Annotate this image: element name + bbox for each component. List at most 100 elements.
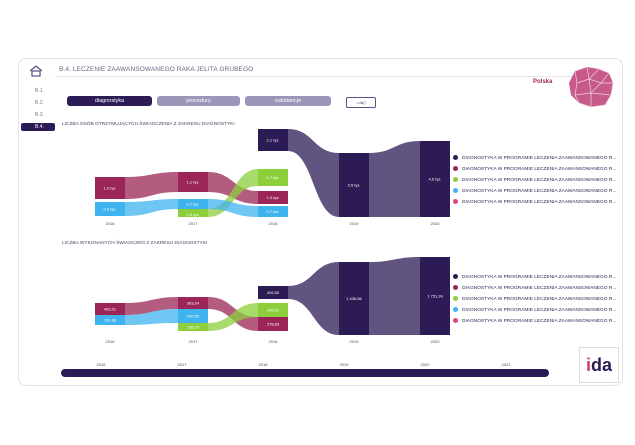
legend-label: DIAGNOSTYKA W PROGRAMIE LECZENIA ZAAWANS…	[462, 200, 617, 205]
legend-label: DIAGNOSTYKA W PROGRAMIE LECZENIA ZAAWANS…	[462, 167, 617, 172]
chart1-flow	[125, 172, 178, 199]
chart2-flow	[208, 303, 258, 331]
chart2-data-label: 402,51	[104, 307, 117, 312]
timeline-year-label: 2019	[340, 362, 350, 367]
chart1-data-label: 0,7 tys.	[267, 209, 280, 214]
chart1-bar	[420, 141, 450, 217]
legend-swatch	[453, 166, 458, 172]
chart1-bar	[95, 177, 125, 199]
legend-label: DIAGNOSTYKA W PROGRAMIE LECZENIA ZAAWANS…	[462, 319, 617, 324]
chart2-flow	[369, 257, 420, 335]
chart2-bar	[95, 315, 125, 325]
legend-item[interactable]: DIAGNOSTYKA W PROGRAMIE LECZENIA ZAAWANS…	[453, 305, 616, 316]
legend-item[interactable]: DIAGNOSTYKA W PROGRAMIE LECZENIA ZAAWANS…	[453, 294, 616, 305]
chart2-flow	[288, 262, 339, 335]
legend-label: DIAGNOSTYKA W PROGRAMIE LECZENIA ZAAWANS…	[462, 275, 617, 280]
chart2-data-label: 191,86	[104, 318, 117, 323]
legend-item[interactable]: DIAGNOSTYKA W PROGRAMIE LECZENIA ZAAWANS…	[453, 316, 616, 327]
legend-item[interactable]: DIAGNOSTYKA W PROGRAMIE LECZENIA ZAAWANS…	[453, 164, 616, 175]
chart2-data-label: 345,01	[267, 308, 280, 313]
legend-swatch	[453, 307, 458, 313]
chart1-data-label: 1,0 tys.	[104, 186, 117, 191]
chart1-title: LICZBA OSÓB OTRZYMUJĄCYCH ŚWIADCZENIA Z …	[62, 122, 235, 127]
chart1-data-label: 1,7 tys.	[267, 175, 280, 180]
chart1-x-tick-label: 2016	[106, 221, 116, 226]
page-title: B.4. LECZENIE ZAAWANSOWANEGO RAKA JELITA…	[59, 66, 254, 73]
chart1-bar	[178, 209, 208, 217]
legend-label: DIAGNOSTYKA W PROGRAMIE LECZENIA ZAAWANS…	[462, 297, 617, 302]
legend-swatch	[453, 318, 458, 324]
chart1-data-label: 0,6 tys.	[104, 207, 117, 212]
chart2-data-label: 200,55	[187, 314, 200, 319]
tab-procedury[interactable]: procedury	[157, 96, 240, 106]
chart1-bar	[178, 199, 208, 209]
tab-diagnostyka[interactable]: diagnostyka	[67, 96, 152, 106]
chart2-x-tick-label: 2016	[106, 339, 116, 344]
timeline-scrollbar[interactable]	[61, 369, 549, 377]
timeline-year-label: 2018	[259, 362, 269, 367]
chart1-bar	[339, 153, 369, 217]
timeline-year-label: 2017	[178, 362, 188, 367]
chart2-data-label: 363,24	[187, 301, 200, 306]
charts-canvas: 2,1 tys. 3,5 tys. 4,6 tys. 1,0 tys. 1,1 tys.…	[95, 129, 512, 367]
tab-substancje[interactable]: substancje	[245, 96, 331, 106]
legend-item[interactable]: DIAGNOSTYKA W PROGRAMIE LECZENIA ZAAWANS…	[453, 186, 616, 197]
legend-item[interactable]: DIAGNOSTYKA W PROGRAMIE LECZENIA ZAAWANS…	[453, 153, 616, 164]
sidebar-item-b1[interactable]: B.1.	[35, 88, 44, 94]
timeline-year-label: 2020	[421, 362, 431, 367]
timeline-year-label: 2016	[97, 362, 107, 367]
legend-item[interactable]: DIAGNOSTYKA W PROGRAMIE LECZENIA ZAAWANS…	[453, 175, 616, 186]
table-chart-toggle-icon[interactable]: ▭⇆▯	[346, 97, 376, 108]
chart1-bar	[178, 172, 208, 192]
sidebar-item-b2[interactable]: B.2.	[35, 100, 44, 106]
chart2-data-label: 426,55	[267, 290, 280, 295]
chart1-data-label: 3,5 tys.	[348, 183, 361, 188]
legend-swatch	[453, 177, 458, 183]
chart1-data-label: 4,6 tys.	[429, 177, 442, 182]
chart2-x-tick-label: 2017	[189, 339, 199, 344]
chart1-data-label: 1,0 tys.	[267, 195, 280, 200]
chart2-x-tick-label: 2018	[269, 339, 279, 344]
chart1-flow	[208, 199, 258, 217]
chart1-bar	[258, 129, 288, 151]
chart1-x-tick-label: 2019	[350, 221, 360, 226]
chart2-flow	[125, 309, 178, 325]
chart2-bar	[258, 286, 288, 299]
chart2-bar	[420, 257, 450, 335]
home-icon[interactable]	[29, 65, 43, 77]
chart2-x-tick-label: 2020	[431, 339, 441, 344]
chart2-bar	[178, 297, 208, 309]
legend-label: DIAGNOSTYKA W PROGRAMIE LECZENIA ZAAWANS…	[462, 178, 617, 183]
legend-label: DIAGNOSTYKA W PROGRAMIE LECZENIA ZAAWANS…	[462, 286, 617, 291]
chart1-data-label: 0,6 tys.	[187, 212, 200, 217]
legend-item[interactable]: DIAGNOSTYKA W PROGRAMIE LECZENIA ZAAWANS…	[453, 283, 616, 294]
legend-swatch	[453, 188, 458, 194]
chart2-bar	[339, 262, 369, 335]
chart2-bar	[258, 303, 288, 317]
sidebar-item-b3[interactable]: B.3.	[35, 112, 44, 118]
chart1-bar	[258, 191, 288, 204]
poland-map-icon[interactable]	[567, 65, 615, 109]
legend-swatch	[453, 296, 458, 302]
chart1-bar	[258, 169, 288, 186]
sidebar-item-b4[interactable]: B.4.	[21, 123, 55, 131]
timeline-year-label: 2021	[502, 362, 512, 367]
chart2-x-tick-label: 2019	[350, 339, 360, 344]
ida-logo: ida	[579, 347, 619, 383]
legend-swatch	[453, 285, 458, 291]
legend-item[interactable]: DIAGNOSTYKA W PROGRAMIE LECZENIA ZAAWANS…	[453, 197, 616, 208]
legend-swatch	[453, 155, 458, 161]
chart1-flow	[369, 141, 420, 217]
chart2-bar	[95, 303, 125, 315]
legend-item[interactable]: DIAGNOSTYKA W PROGRAMIE LECZENIA ZAAWANS…	[453, 272, 616, 283]
region-label: Polska	[533, 79, 553, 85]
chart1-data-label: 2,1 tys.	[267, 138, 280, 143]
dashboard-panel: B.4. LECZENIE ZAAWANSOWANEGO RAKA JELITA…	[18, 58, 623, 386]
chart2-bar	[178, 323, 208, 331]
legend-chart2: DIAGNOSTYKA W PROGRAMIE LECZENIA ZAAWANS…	[453, 272, 616, 327]
chart2-bar	[178, 309, 208, 323]
chart2-data-label: 1 436,56	[346, 296, 362, 301]
legend-label: DIAGNOSTYKA W PROGRAMIE LECZENIA ZAAWANS…	[462, 308, 617, 313]
chart2-flow	[125, 297, 178, 315]
chart2-data-label: 278,83	[267, 322, 280, 327]
